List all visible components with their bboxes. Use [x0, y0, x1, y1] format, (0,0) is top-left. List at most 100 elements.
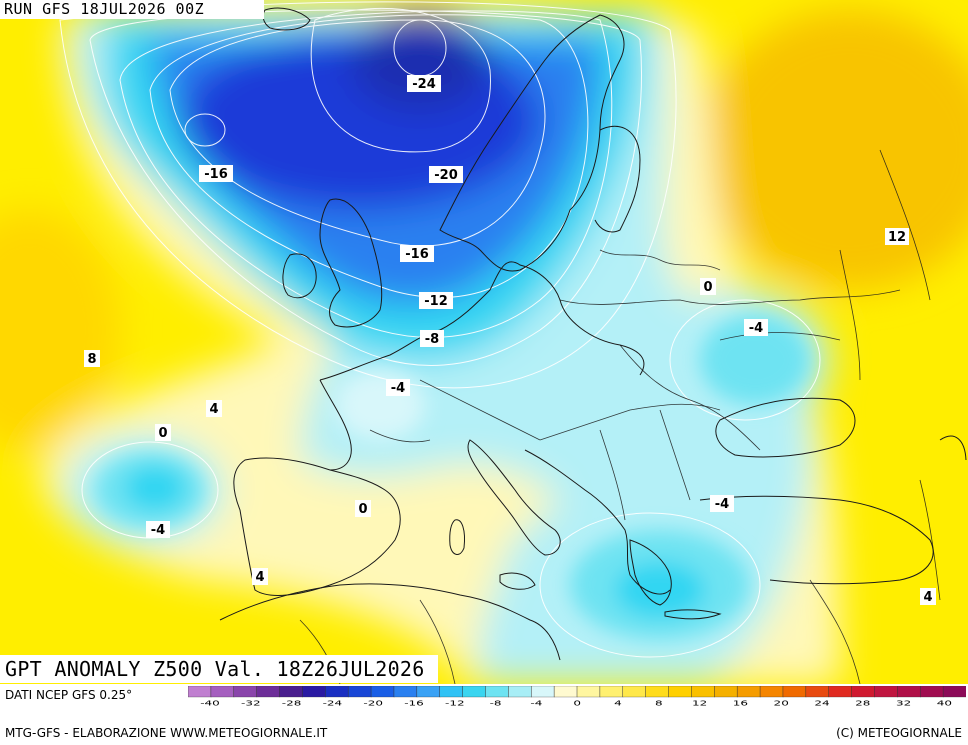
isoline-label: -8 [420, 330, 444, 347]
positive-anomaly-west [0, 210, 120, 450]
colorbar-swatch [462, 686, 487, 698]
anomaly-cores [95, 315, 810, 640]
colorbar-swatch [370, 686, 395, 698]
colorbar-tick-label: -40 [200, 700, 220, 708]
svg-text:-4: -4 [749, 321, 763, 336]
border-7 [659, 409, 691, 501]
coast-scandinavia [439, 14, 625, 272]
svg-text:4: 4 [255, 570, 264, 585]
colorbar-tick-label: 16 [733, 700, 748, 708]
colorbar-swatch [782, 686, 807, 698]
colorbar-tick-label: -32 [241, 700, 261, 708]
colorbar-swatch [805, 686, 830, 698]
colorbar-swatch [622, 686, 647, 698]
colorbar-tick-label: -28 [282, 700, 302, 708]
coast-sardinia [449, 519, 465, 555]
anomaly-map: -24 -20 -16 -16 -12 -8 -4 -4 -4 -4 -4 0 … [0, 0, 968, 684]
isoline-4 [119, 10, 613, 338]
colorbar-tick-label: 32 [896, 700, 911, 708]
border-1 [559, 289, 901, 305]
svg-text:4: 4 [923, 590, 932, 605]
colorbar-swatch [942, 686, 966, 698]
isoline-label: 4 [252, 568, 268, 585]
border-10 [879, 149, 931, 301]
svg-text:-16: -16 [405, 247, 429, 262]
isoline-label: 0 [355, 500, 371, 517]
coast-bay-of-biscay [319, 379, 352, 471]
colorbar-swatch [188, 686, 212, 698]
colorbar-tick-label: 40 [937, 700, 952, 708]
colorbar-swatch [736, 686, 761, 698]
colorbar-swatch [485, 686, 509, 698]
isoline-label: -24 [407, 75, 441, 92]
border-5 [539, 403, 721, 441]
colorbar-tick-label: -12 [445, 700, 465, 708]
border-8 [719, 332, 841, 341]
colorbar-swatch [233, 686, 258, 698]
coast-greece [629, 539, 672, 606]
colorbar-swatch [691, 686, 715, 698]
colorbar-swatch [279, 686, 303, 698]
isoline-2 [169, 19, 546, 247]
svg-text:-24: -24 [412, 77, 436, 92]
colorbar-swatch [828, 686, 853, 698]
isoline-label: -4 [744, 319, 768, 336]
coast-anatomia [699, 495, 934, 585]
isoline-label: -20 [429, 166, 463, 183]
coast-italy [467, 439, 561, 556]
svg-text:-4: -4 [391, 381, 405, 396]
colorbar-swatch [256, 686, 281, 698]
isoline-label: 4 [920, 588, 936, 605]
core-iberia-inner [125, 466, 185, 510]
footer-credit: MTG-GFS - ELABORAZIONE WWW.METEOGIORNALE… [5, 726, 328, 740]
core-france [335, 370, 425, 440]
colorbar-swatch [393, 686, 418, 698]
colorbar-tick-label: 4 [614, 700, 622, 708]
colorbar-tick-label: 8 [655, 700, 663, 708]
colorbar-tick-label: 12 [692, 700, 707, 708]
colorbar-swatch [530, 686, 555, 698]
colorbar: -40 -32 -28 -24 -20 -16 -12 -8 -4 0 4 8 12 16 20 24 28 32… [188, 686, 966, 708]
colorbar-tick-label: -8 [490, 700, 502, 708]
colorbar-tick-label: 0 [573, 700, 581, 708]
isoline-labels: -24 -20 -16 -16 -12 -8 -4 -4 -4 -4 -4 0 … [84, 75, 936, 605]
coast-iberia [233, 457, 401, 596]
svg-text:12: 12 [888, 230, 906, 245]
isoline-label: -4 [146, 521, 170, 538]
colorbar-swatch [508, 686, 532, 698]
isoline-label: 0 [155, 424, 171, 441]
isoline-greece [539, 512, 761, 658]
svg-text:0: 0 [158, 426, 167, 441]
isoline-label: -4 [710, 495, 734, 512]
footer-copyright: (C) METEOGIORNALE [836, 726, 962, 740]
positive-anomaly-east [700, 10, 968, 290]
svg-text:-20: -20 [434, 168, 458, 183]
coast-caspian [939, 435, 967, 461]
colorbar-tick-label: 28 [855, 700, 870, 708]
colorbar-swatch [919, 686, 944, 698]
svg-text:-4: -4 [715, 497, 729, 512]
colorbar-swatch [645, 686, 670, 698]
run-label: RUN GFS 18JUL2026 00Z [0, 0, 264, 19]
colorbar-swatch [599, 686, 624, 698]
colorbar-swatch [553, 686, 578, 698]
isoline-core-west [184, 113, 226, 147]
isoline-label: -16 [199, 165, 233, 182]
colorbar-tick-label: 24 [814, 700, 829, 708]
colorbar-swatch [668, 686, 692, 698]
svg-text:-12: -12 [424, 294, 448, 309]
svg-text:-4: -4 [151, 523, 165, 538]
isoline-balkans [669, 299, 821, 421]
isoline-5 [89, 9, 643, 366]
isoline-label: -12 [419, 292, 453, 309]
colorbar-tick-label: -4 [530, 700, 542, 708]
colorbar-tick-label: -16 [404, 700, 424, 708]
isoline-label: 0 [700, 278, 716, 295]
colorbar-tick-label: -20 [363, 700, 383, 708]
colorbar-swatches [188, 686, 966, 698]
isoline-label: -4 [386, 379, 410, 396]
svg-text:4: 4 [209, 402, 218, 417]
border-13 [419, 599, 456, 684]
coast-britain [319, 198, 383, 328]
